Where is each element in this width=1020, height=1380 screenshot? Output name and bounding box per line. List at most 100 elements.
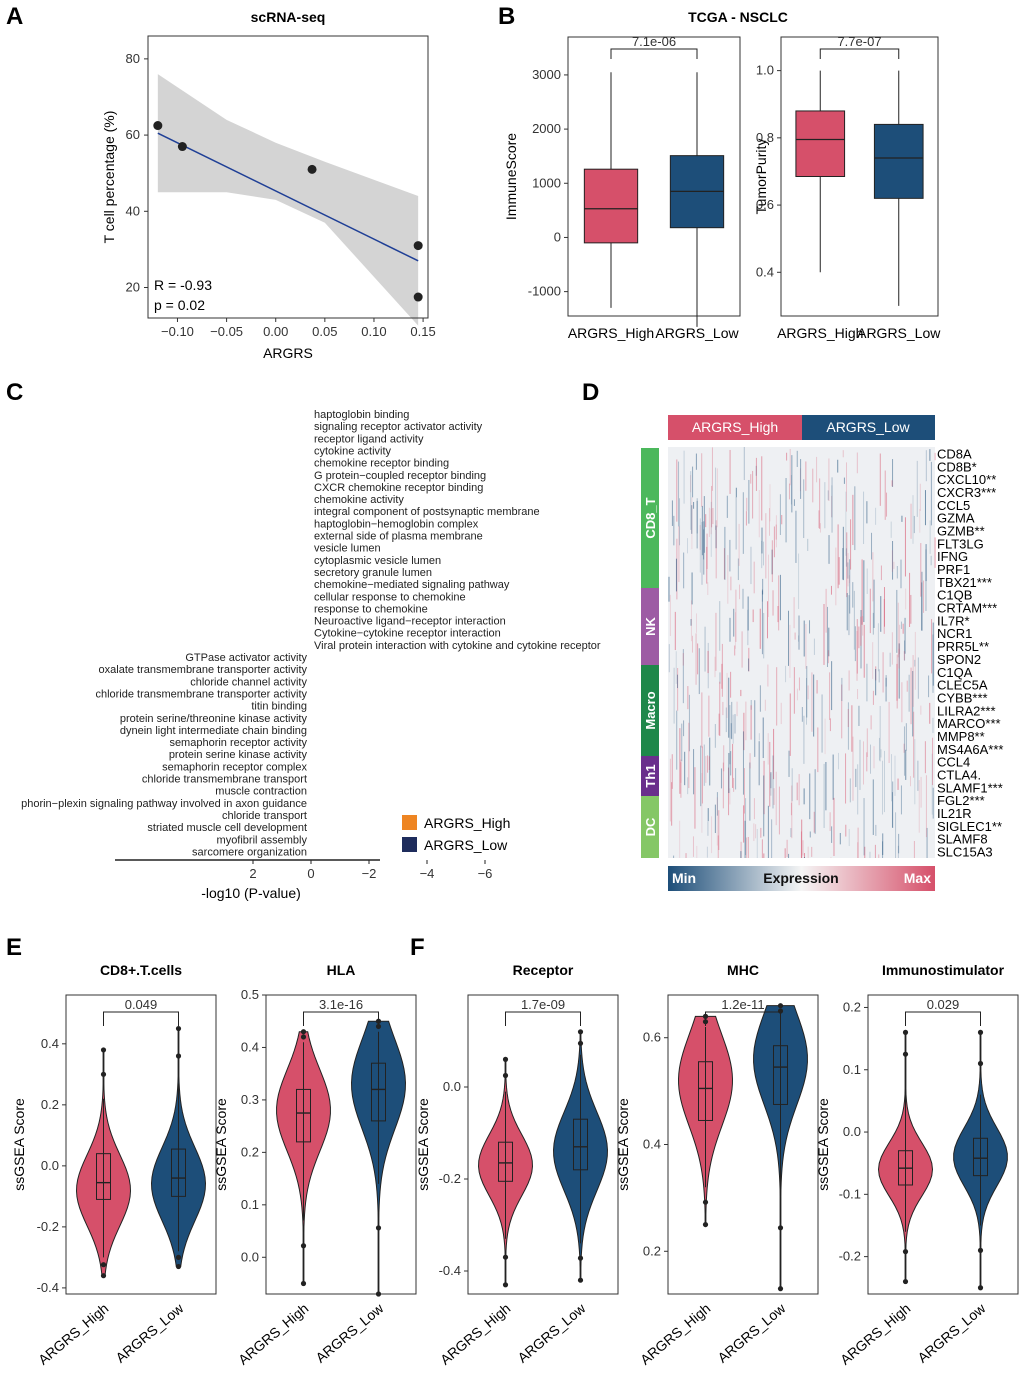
- x-tick-label: ARGRS_High: [235, 1300, 311, 1368]
- heatmap-cell: [729, 617, 731, 642]
- heatmap-cell: [710, 501, 712, 557]
- heatmap-cell: [903, 726, 905, 776]
- heatmap-cell: [746, 497, 748, 511]
- heatmap-cell: [682, 649, 684, 704]
- heatmap-cell: [900, 785, 902, 815]
- heatmap-cell: [879, 705, 881, 762]
- heatmap-cell: [798, 553, 800, 609]
- heatmap-cell: [866, 568, 868, 594]
- outlier: [977, 1285, 984, 1291]
- data-point: [307, 164, 317, 174]
- heatmap-cell: [791, 785, 793, 839]
- heatmap-cell: [715, 467, 717, 530]
- gene-label: C1QB: [937, 588, 972, 603]
- heatmap-cell: [895, 812, 897, 858]
- heatmap-cell: [678, 461, 680, 527]
- heatmap-cell: [668, 576, 670, 602]
- heatmap-cell: [875, 824, 877, 836]
- heatmap-cell: [857, 827, 859, 858]
- bar-label: haptoglobin binding: [314, 409, 409, 421]
- gene-label: MS4A6A***: [937, 742, 1003, 757]
- heatmap-cell: [926, 827, 928, 858]
- heatmap-cell: [706, 546, 708, 584]
- heatmap-cell: [816, 680, 818, 694]
- heatmap-cell: [767, 554, 769, 618]
- heatmap-cell: [913, 711, 915, 778]
- heatmap-cell: [831, 495, 833, 518]
- y-tick-label: 0.8: [756, 130, 774, 145]
- heatmap-cell: [788, 853, 790, 858]
- heatmap-cell: [854, 626, 856, 662]
- violin-hla: HLA ARGRS_High ARGRS_Low 3.1e-16 0.0 0.1 0.2 0.…: [213, 962, 417, 1368]
- x-tick-label: ARGRS_High: [637, 1300, 713, 1368]
- heatmap-cell: [910, 594, 912, 624]
- bar-label: cellular response to chemokine: [314, 591, 466, 603]
- celltype-bar: [641, 665, 659, 756]
- heatmap-cell: [862, 616, 864, 636]
- celltype-label: NK: [643, 617, 658, 636]
- heatmap-cell: [900, 621, 902, 629]
- heatmap-cell: [763, 760, 765, 815]
- y-tick-label: 60: [126, 127, 140, 142]
- heatmap-cell: [858, 705, 860, 726]
- heatmap-cell: [711, 447, 713, 491]
- heatmap-cell: [845, 753, 847, 804]
- heatmap-cell: [917, 657, 919, 699]
- gene-label: TBX21***: [937, 575, 992, 590]
- heatmap-cell: [696, 498, 698, 534]
- heatmap-cell: [920, 776, 922, 808]
- heatmap-cell: [740, 689, 742, 697]
- heatmap-cell: [759, 685, 761, 712]
- heatmap-cell: [888, 701, 890, 763]
- outlier: [175, 1025, 182, 1032]
- data-point: [413, 292, 423, 302]
- heatmap-cell: [688, 722, 690, 789]
- heatmap-cell: [708, 756, 710, 770]
- outlier: [175, 1263, 182, 1270]
- outlier: [300, 1243, 307, 1249]
- heatmap-cell: [903, 743, 905, 753]
- heatmap-cell: [795, 510, 797, 563]
- heatmap-cell: [788, 483, 790, 500]
- heatmap-cell: [849, 559, 851, 614]
- y-tick-label: 0.4: [241, 1039, 259, 1054]
- heatmap-cell: [742, 492, 744, 554]
- y-axis-label: ssGSEA Score: [815, 1098, 831, 1191]
- y-tick-label: 0.1: [241, 1197, 259, 1212]
- box: [583, 168, 639, 244]
- x-tick-label: ARGRS_Low: [857, 325, 941, 341]
- chart-title: HLA: [327, 962, 356, 978]
- heatmap-cell: [879, 453, 881, 506]
- heatmap-cell: [932, 737, 934, 786]
- heatmap-cell: [891, 480, 893, 487]
- heatmap-cell: [812, 468, 814, 503]
- heatmap-cell: [773, 788, 775, 805]
- heatmap-cell: [852, 582, 854, 608]
- heatmap-cell: [682, 653, 684, 666]
- significance-bracket: [705, 1011, 781, 1026]
- chart-title: Immunostimulator: [882, 962, 1005, 978]
- heatmap-cell: [691, 497, 693, 550]
- heatmap-cell: [856, 631, 858, 681]
- x-tick-label: ARGRS_Low: [914, 1299, 989, 1365]
- heatmap-cell: [784, 848, 786, 858]
- heatmap-cell: [841, 684, 843, 739]
- plot-frame: [65, 994, 217, 1295]
- heatmap-cell: [807, 685, 809, 700]
- heatmap-cell: [882, 760, 884, 815]
- outlier: [977, 1029, 984, 1035]
- heatmap-cell: [803, 479, 805, 539]
- heatmap-cell: [748, 647, 750, 672]
- heatmap-cell: [807, 846, 809, 858]
- data-point: [153, 121, 163, 131]
- outlier: [100, 1047, 107, 1053]
- gene-label: CRTAM***: [937, 601, 997, 616]
- heatmap-background: [668, 447, 935, 858]
- heatmap-cell: [721, 643, 723, 697]
- heatmap-cell: [898, 643, 900, 699]
- heatmap-cell: [903, 651, 905, 661]
- heatmap-cell: [679, 498, 681, 546]
- heatmap-cell: [753, 798, 755, 820]
- heatmap-cell: [701, 773, 703, 833]
- heatmap-cell: [803, 857, 805, 858]
